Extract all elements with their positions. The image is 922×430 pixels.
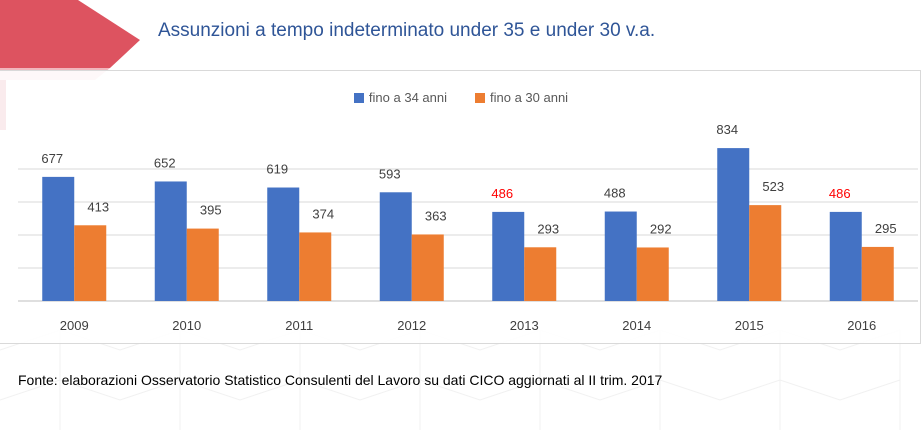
bar-fino-a-34-anni-2010: [154, 181, 187, 301]
legend: fino a 34 anni fino a 30 anni: [0, 90, 922, 105]
x-tick-label-2015: 2015: [735, 318, 764, 333]
x-tick-label-2013: 2013: [510, 318, 539, 333]
bar-fino-a-34-anni-2015: [717, 148, 750, 301]
data-label-fino-a-30-anni-2016: 295: [875, 221, 897, 236]
x-tick-label-2011: 2011: [285, 318, 313, 333]
bar-fino-a-34-anni-2013: [492, 211, 525, 301]
bar-fino-a-30-anni-2013: [524, 247, 557, 301]
bar-fino-a-30-anni-2010: [186, 228, 219, 301]
data-label-fino-a-34-anni-2010: 652: [154, 155, 176, 170]
x-tick-label-2012: 2012: [397, 318, 426, 333]
bar-fino-a-30-anni-2016: [861, 246, 894, 301]
legend-label-series-2: fino a 30 anni: [490, 90, 569, 105]
bar-fino-a-30-anni-2012: [411, 234, 444, 301]
bar-fino-a-30-anni-2009: [74, 225, 107, 301]
data-label-fino-a-30-anni-2012: 363: [425, 208, 447, 223]
legend-item-series-1: fino a 34 anni: [353, 90, 447, 105]
x-tick-label-2009: 2009: [60, 318, 89, 333]
bar-fino-a-30-anni-2015: [749, 205, 782, 301]
x-tick-label-2014: 2014: [622, 318, 651, 333]
data-label-fino-a-30-anni-2015: 523: [762, 179, 784, 194]
data-label-fino-a-34-anni-2014: 488: [604, 186, 626, 201]
x-tick-label-2010: 2010: [172, 318, 201, 333]
data-label-fino-a-30-anni-2009: 413: [87, 199, 109, 214]
data-label-fino-a-34-anni-2012: 593: [379, 166, 401, 181]
legend-swatch-series-1: [353, 92, 364, 103]
legend-swatch-series-2: [475, 92, 485, 103]
data-label-fino-a-30-anni-2011: 374: [312, 206, 334, 221]
data-label-fino-a-30-anni-2013: 293: [537, 221, 559, 236]
bar-fino-a-30-anni-2011: [299, 232, 332, 301]
bar-fino-a-34-anni-2016: [829, 211, 862, 301]
data-label-fino-a-34-anni-2009: 677: [41, 151, 63, 166]
bar-fino-a-34-anni-2011: [267, 187, 300, 301]
bar-fino-a-34-anni-2009: [42, 176, 75, 301]
bar-fino-a-34-anni-2012: [379, 192, 412, 301]
data-label-fino-a-34-anni-2011: 619: [266, 162, 288, 177]
data-label-fino-a-30-anni-2010: 395: [200, 203, 222, 218]
bar-fino-a-30-anni-2014: [636, 247, 669, 301]
legend-item-series-2: fino a 30 anni: [475, 90, 568, 105]
bar-fino-a-34-anni-2014: [604, 211, 637, 301]
x-tick-label-2016: 2016: [847, 318, 876, 333]
data-label-fino-a-30-anni-2014: 292: [650, 221, 672, 236]
legend-label-series-1: fino a 34 anni: [368, 90, 447, 105]
data-label-fino-a-34-anni-2013: 486: [491, 186, 513, 201]
data-label-fino-a-34-anni-2015: 834: [716, 122, 738, 137]
chart-title: Assunzioni a tempo indeterminato under 3…: [158, 20, 656, 41]
data-label-fino-a-34-anni-2016: 486: [829, 186, 851, 201]
source-note: Fonte: elaborazioni Osservatorio Statist…: [18, 372, 663, 388]
